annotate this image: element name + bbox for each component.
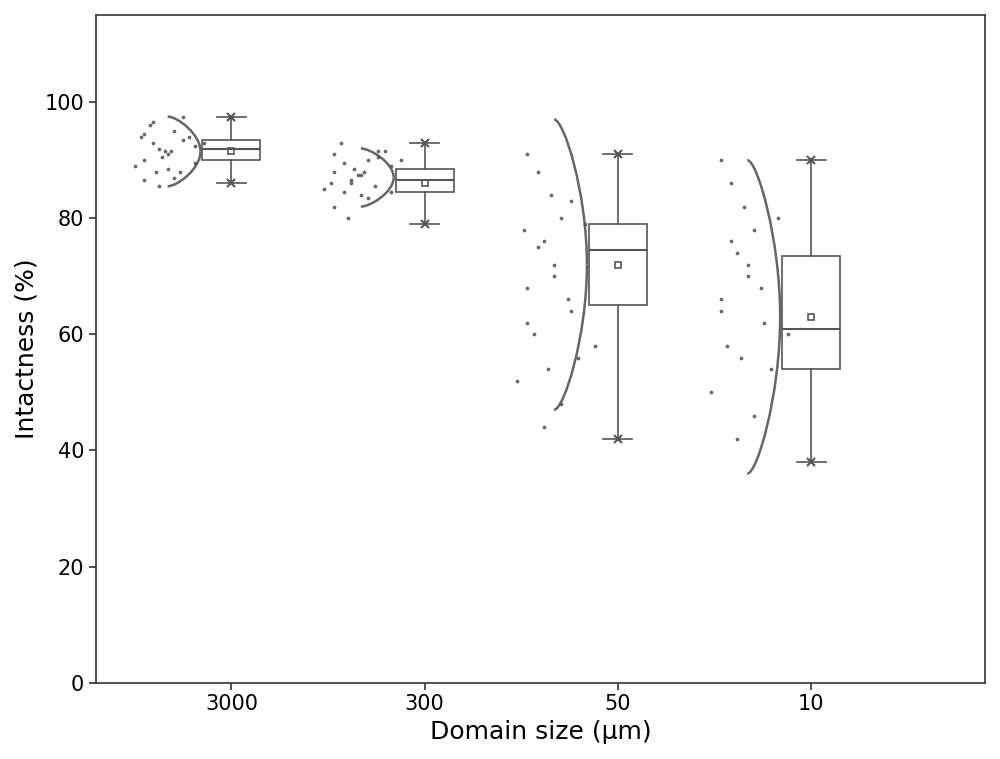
Point bbox=[133, 131, 149, 143]
Point bbox=[519, 282, 535, 294]
Point bbox=[753, 282, 769, 294]
Point bbox=[343, 175, 359, 187]
Point bbox=[703, 386, 719, 398]
Point bbox=[736, 200, 752, 213]
Point bbox=[145, 116, 161, 128]
Point bbox=[336, 157, 352, 169]
Point bbox=[543, 189, 559, 201]
Point bbox=[383, 160, 399, 172]
Point bbox=[360, 154, 376, 166]
Point bbox=[740, 259, 756, 271]
Point bbox=[516, 224, 532, 236]
Point bbox=[713, 154, 729, 166]
Point bbox=[570, 351, 586, 364]
Point bbox=[536, 235, 552, 247]
Point bbox=[729, 247, 745, 259]
Point bbox=[353, 189, 369, 201]
Point bbox=[340, 212, 356, 224]
Point bbox=[756, 317, 772, 329]
Point bbox=[356, 165, 372, 178]
Point bbox=[546, 270, 562, 282]
Point bbox=[733, 351, 749, 364]
Point bbox=[326, 148, 342, 160]
Point bbox=[333, 137, 349, 149]
Point bbox=[157, 146, 173, 158]
Point bbox=[136, 128, 152, 140]
Point bbox=[746, 224, 762, 236]
Point bbox=[713, 294, 729, 306]
Point bbox=[166, 125, 182, 137]
Point bbox=[187, 140, 203, 152]
Point bbox=[353, 168, 369, 181]
Point bbox=[560, 294, 576, 306]
Point bbox=[127, 160, 143, 172]
Point bbox=[166, 172, 182, 184]
Point bbox=[530, 241, 546, 254]
Point bbox=[553, 212, 569, 224]
Point bbox=[187, 157, 203, 169]
Point bbox=[723, 235, 739, 247]
Point bbox=[509, 375, 525, 387]
Point bbox=[343, 178, 359, 190]
Point bbox=[530, 165, 546, 178]
Point bbox=[367, 180, 383, 192]
Point bbox=[780, 328, 796, 340]
Point bbox=[370, 146, 386, 158]
Point bbox=[546, 259, 562, 271]
Point bbox=[723, 178, 739, 190]
Point bbox=[326, 165, 342, 178]
PathPatch shape bbox=[202, 140, 260, 160]
Point bbox=[540, 363, 556, 375]
Point bbox=[145, 137, 161, 149]
Point bbox=[154, 151, 170, 163]
Point bbox=[148, 165, 164, 178]
Point bbox=[719, 340, 735, 352]
Point bbox=[713, 305, 729, 317]
Point bbox=[336, 186, 352, 198]
Point bbox=[746, 410, 762, 422]
Point bbox=[526, 328, 542, 340]
Point bbox=[136, 154, 152, 166]
Point bbox=[175, 111, 191, 123]
Point bbox=[740, 270, 756, 282]
Point bbox=[136, 175, 152, 187]
Point bbox=[587, 340, 603, 352]
PathPatch shape bbox=[396, 168, 454, 192]
Point bbox=[323, 178, 339, 190]
Point bbox=[175, 134, 191, 146]
Point bbox=[763, 363, 779, 375]
Point bbox=[142, 119, 158, 131]
Point bbox=[360, 192, 376, 204]
Point bbox=[163, 146, 179, 158]
Point bbox=[563, 195, 579, 207]
Point bbox=[370, 151, 386, 163]
Point bbox=[383, 186, 399, 198]
PathPatch shape bbox=[589, 224, 647, 305]
Point bbox=[519, 148, 535, 160]
Point bbox=[729, 433, 745, 445]
Point bbox=[350, 168, 366, 181]
Point bbox=[151, 143, 167, 155]
Point bbox=[316, 183, 332, 195]
Point bbox=[346, 162, 362, 175]
Point bbox=[160, 162, 176, 175]
Point bbox=[563, 305, 579, 317]
Point bbox=[196, 137, 212, 149]
Point bbox=[770, 212, 786, 224]
Point bbox=[151, 180, 167, 192]
Y-axis label: Intactness (%): Intactness (%) bbox=[15, 259, 39, 439]
Point bbox=[536, 421, 552, 433]
Point bbox=[172, 165, 188, 178]
Point bbox=[553, 398, 569, 410]
X-axis label: Domain size (μm): Domain size (μm) bbox=[430, 720, 651, 744]
Point bbox=[393, 154, 409, 166]
Point bbox=[519, 317, 535, 329]
Point bbox=[326, 200, 342, 213]
Point bbox=[377, 146, 393, 158]
Point bbox=[181, 131, 197, 143]
Point bbox=[160, 148, 176, 160]
Point bbox=[577, 218, 593, 230]
PathPatch shape bbox=[782, 256, 840, 369]
